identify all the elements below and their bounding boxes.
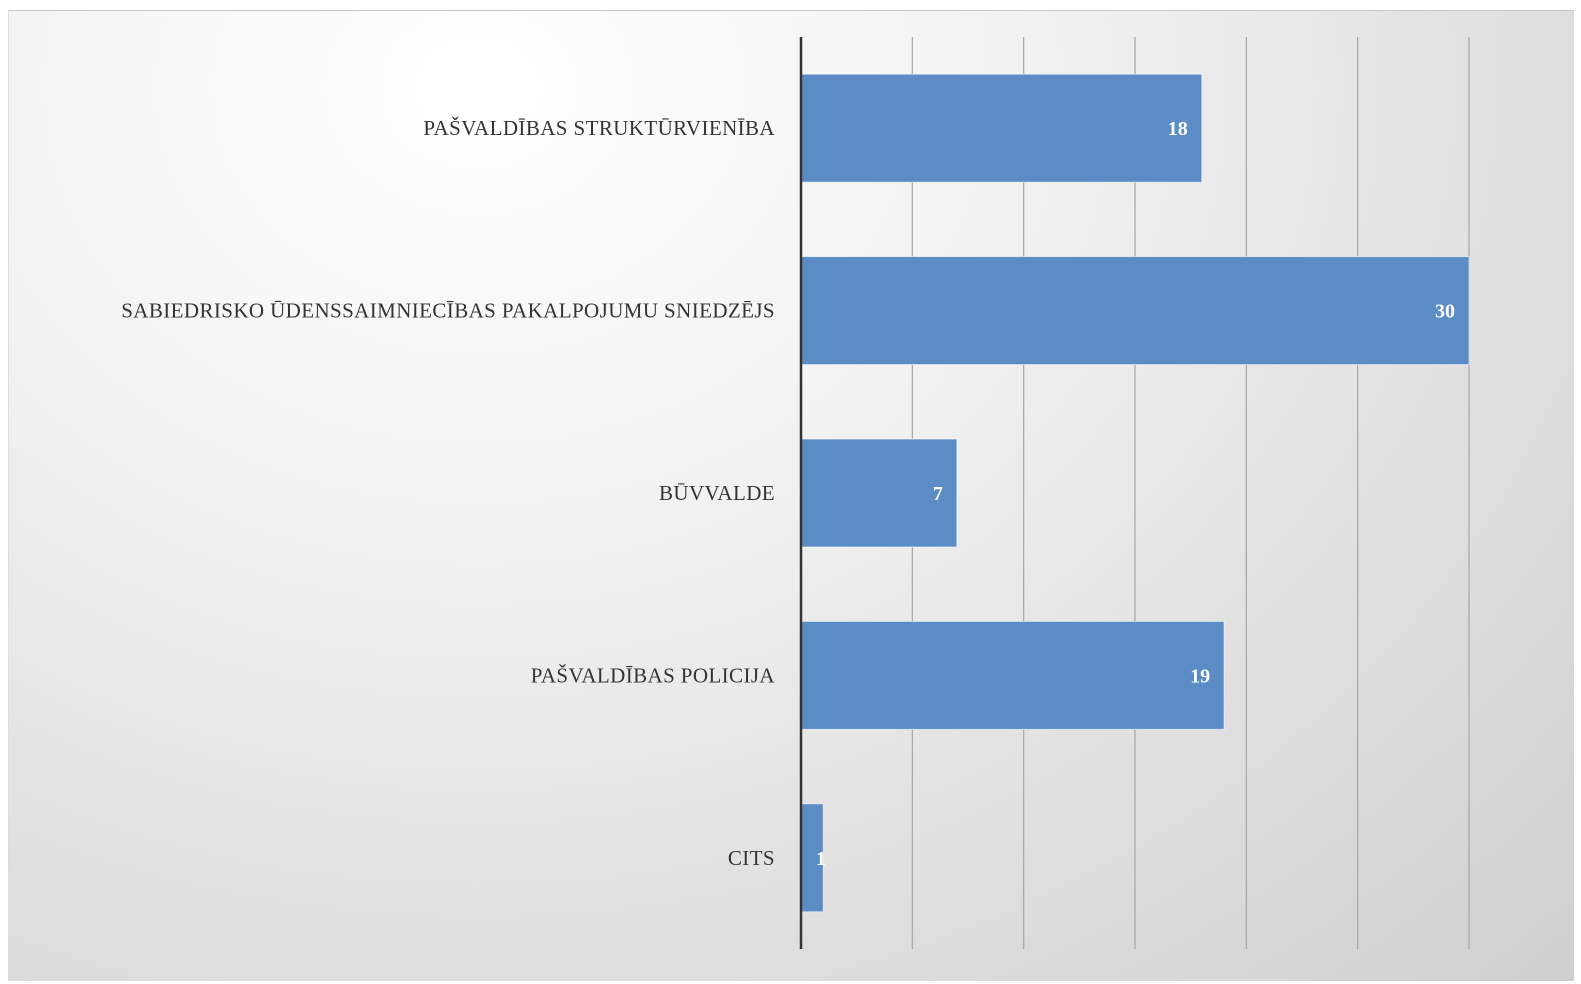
data-label: 19 (1190, 665, 1210, 687)
data-label: 1 (816, 848, 826, 870)
data-label: 18 (1168, 118, 1188, 140)
bar (800, 438, 958, 548)
category-label: PAŠVALDĪBAS POLICIJA (531, 663, 776, 687)
category-label: BŪVVALDE (659, 481, 775, 505)
data-label: 30 (1435, 301, 1455, 323)
gridlines (911, 37, 1470, 949)
bar-chart: PAŠVALDĪBAS STRUKTŪRVIENĪBA SABIEDRISKO Ū… (121, 37, 1470, 949)
category-label: CITS (728, 846, 775, 870)
value-labels: 18 30 7 19 1 (816, 118, 1455, 870)
bar (800, 73, 1203, 183)
category-labels: PAŠVALDĪBAS STRUKTŪRVIENĪBA SABIEDRISKO Ū… (121, 116, 775, 870)
bar (800, 620, 1225, 730)
category-label: PAŠVALDĪBAS STRUKTŪRVIENĪBA (423, 116, 775, 140)
category-label: SABIEDRISKO ŪDENSSAIMNIECĪBAS PAKALPOJUM… (121, 299, 775, 323)
chart-area: PAŠVALDĪBAS STRUKTŪRVIENĪBA SABIEDRISKO Ū… (8, 10, 1574, 981)
bar (800, 256, 1470, 366)
bars (800, 73, 1470, 913)
data-label: 7 (933, 483, 943, 505)
